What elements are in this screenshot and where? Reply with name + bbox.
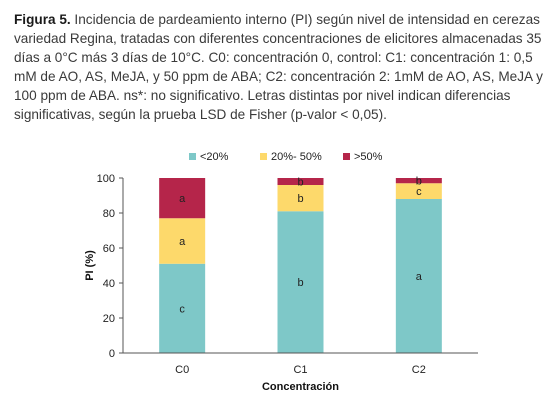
bar-segment (159, 178, 206, 219)
segment-significance-label: b (297, 193, 303, 205)
legend-entry-label: <20% (200, 151, 229, 163)
figure-caption: Figura 5. Incidencia de pardeamiento int… (14, 10, 550, 124)
legend-swatch (343, 153, 350, 160)
y-tick-label: 80 (103, 208, 115, 220)
segment-significance-label: b (297, 277, 303, 289)
y-tick-label: 20 (103, 313, 115, 325)
bar-segment (395, 199, 442, 353)
segment-significance-label: c (416, 186, 422, 198)
legend-swatch (260, 153, 267, 160)
segment-significance-label: a (416, 271, 423, 283)
chart-legend: <20% 20%- 50% >50% (189, 151, 383, 163)
x-tick-label: C1 (293, 364, 307, 376)
legend-entry-label: >50% (354, 151, 383, 163)
caption-text: Incidencia de pardeamiento interno (PI) … (14, 12, 543, 122)
bar-segment (277, 178, 324, 185)
bar-segment (277, 211, 324, 353)
x-axis-title: Concentración (262, 381, 339, 393)
segment-significance-label: b (297, 177, 303, 189)
legend-swatch (189, 153, 196, 160)
segment-significance-label: b (416, 176, 422, 188)
figure-label: Figura 5. (14, 12, 71, 27)
y-tick-label: 40 (103, 278, 115, 290)
segment-significance-label: c (179, 303, 185, 315)
segment-significance-label: a (179, 236, 186, 248)
y-tick-label: 100 (97, 173, 115, 185)
bar-segment (395, 183, 442, 199)
y-tick-label: 0 (109, 348, 115, 360)
bar-segment (277, 185, 324, 212)
y-axis-title: PI (%) (84, 250, 96, 281)
legend-entry-label: 20%- 50% (271, 151, 322, 163)
segment-significance-label: a (179, 193, 186, 205)
x-axis: C0 C1 C2 (123, 352, 478, 376)
y-tick-label: 60 (103, 243, 115, 255)
bar-segment (159, 263, 206, 353)
x-tick-label: C0 (175, 364, 189, 376)
x-tick-label: C2 (412, 364, 426, 376)
bar-segment (395, 178, 442, 184)
bar-segment (159, 218, 206, 264)
y-axis: 0 20 40 60 80 100 (97, 173, 124, 360)
